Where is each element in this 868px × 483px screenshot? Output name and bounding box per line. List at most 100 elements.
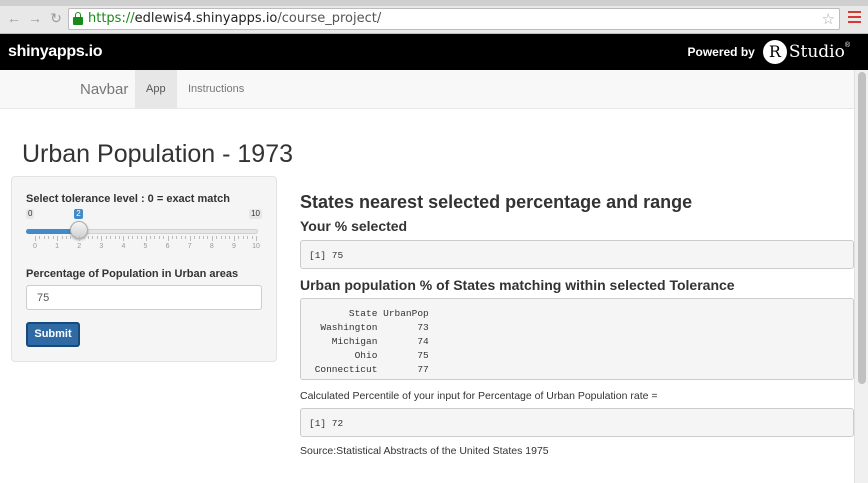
slider-tick-label: 3 (99, 243, 104, 250)
selected-output: [1] 75 (300, 240, 854, 269)
slider-tick (118, 236, 120, 239)
lock-icon (73, 12, 83, 26)
slider-tick (79, 236, 81, 241)
scrollbar-thumb[interactable] (858, 72, 866, 384)
slider-tick (202, 236, 204, 239)
slider-tick (194, 236, 196, 239)
slider-tick (233, 236, 235, 241)
slider-tick (211, 236, 213, 241)
slider-tick-label: 6 (165, 243, 170, 250)
r-logo-icon: R (762, 40, 787, 64)
percentile-output: [1] 72 (300, 408, 854, 437)
slider-tick (163, 236, 165, 239)
slider-tick (127, 236, 129, 239)
slider-tick (57, 236, 59, 241)
powered-by-text: Powered by (687, 45, 755, 59)
matching-output: State UrbanPop Washington 73 Michigan 74… (300, 298, 854, 380)
slider-tick (189, 236, 191, 241)
urban-percentage-input[interactable] (26, 285, 262, 310)
slider-value-label: 2 (74, 209, 83, 219)
table-row: Connecticut 77 (309, 364, 429, 375)
tab-instructions[interactable]: Instructions (188, 83, 245, 95)
tab-app[interactable]: App (135, 70, 177, 108)
slider-tick (256, 236, 257, 241)
browser-menu-icon[interactable] (848, 11, 861, 23)
slider-tick (39, 236, 41, 239)
slider-tick (145, 236, 147, 241)
slider-min-label: 0 (26, 209, 35, 219)
slider-tick (158, 236, 160, 239)
matching-heading: Urban population % of States matching wi… (300, 277, 735, 293)
slider-tick (43, 236, 45, 239)
tolerance-slider[interactable]: 0 10 2 0 1 2 3 4 5 6 7 8 9 10 (26, 209, 262, 257)
navbar-brand[interactable]: Navbar (80, 81, 129, 98)
slider-tick (238, 236, 240, 239)
table-row: Ohio 75 (309, 350, 429, 361)
slider-tick-label: 8 (209, 243, 214, 250)
slider-tick (92, 236, 94, 239)
reload-icon[interactable]: ↻ (50, 10, 62, 26)
slider-tick (247, 236, 249, 239)
slider-tick-label: 5 (143, 243, 148, 250)
slider-tick (198, 236, 200, 239)
slider-tick-label: 4 (121, 243, 126, 250)
submit-button[interactable]: Submit (26, 322, 80, 347)
url-path: /course_project/ (277, 11, 382, 26)
slider-tick (35, 236, 36, 241)
slider-tick-label: 1 (55, 243, 60, 250)
slider-tick (176, 236, 178, 239)
slider-tick-label: 9 (231, 243, 236, 250)
slider-tick (154, 236, 156, 239)
back-icon[interactable]: ← (7, 10, 21, 26)
address-bar[interactable]: https://edlewis4.shinyapps.io/course_pro… (68, 8, 840, 30)
slider-tick (52, 236, 54, 239)
slider-tick (149, 236, 151, 239)
input-label: Percentage of Population in Urban areas (26, 268, 239, 280)
slider-tick (207, 236, 209, 239)
slider-tick (88, 236, 90, 239)
slider-tick (101, 236, 103, 241)
app-navbar: Navbar App Instructions (0, 70, 854, 109)
slider-tick (229, 236, 231, 239)
slider-tick (96, 236, 98, 239)
slider-tick (123, 236, 125, 241)
slider-tick (105, 236, 107, 239)
url-host: edlewis4.shinyapps.io (134, 11, 278, 26)
powered-by-rstudio[interactable]: Powered by R Studio ® (687, 38, 850, 66)
page-scrollbar[interactable] (854, 70, 868, 483)
slider-tick (48, 236, 50, 239)
shinyapps-header: shinyapps.io Powered by R Studio ® (0, 34, 868, 70)
slider-tick (110, 236, 112, 239)
slider-tick (167, 236, 169, 241)
slider-tick (185, 236, 187, 239)
slider-tick (83, 236, 85, 239)
table-row: Michigan 74 (309, 336, 429, 347)
table-row: Washington 73 (309, 322, 429, 333)
slider-tick (74, 236, 76, 239)
bookmark-star-icon[interactable]: ☆ (821, 11, 835, 28)
slider-tick (61, 236, 63, 239)
page-title: Urban Population - 1973 (22, 140, 294, 168)
slider-tick (251, 236, 253, 239)
slider-tick (136, 236, 138, 239)
slider-bar (26, 229, 80, 234)
percentile-label: Calculated Percentile of your input for … (300, 390, 658, 402)
registered-mark: ® (844, 42, 850, 49)
slider-tick (65, 236, 67, 239)
slider-tick-label: 0 (33, 243, 37, 250)
slider-tick (216, 236, 218, 239)
url-text[interactable]: https://edlewis4.shinyapps.io/course_pro… (88, 11, 381, 26)
slider-tick-label: 2 (77, 243, 82, 250)
slider-tick (141, 236, 143, 239)
slider-tick (220, 236, 222, 239)
selected-heading: Your % selected (300, 218, 408, 234)
tab-strip (0, 0, 868, 6)
slider-tick (132, 236, 134, 239)
forward-icon[interactable]: → (28, 10, 42, 26)
slider-tick (242, 236, 244, 239)
table-header: State UrbanPop (309, 308, 429, 319)
shinyapps-logo[interactable]: shinyapps.io (8, 43, 103, 60)
slider-tick-label: 7 (187, 243, 192, 250)
main-heading: States nearest selected percentage and r… (300, 192, 693, 212)
slider-tick (70, 236, 72, 239)
